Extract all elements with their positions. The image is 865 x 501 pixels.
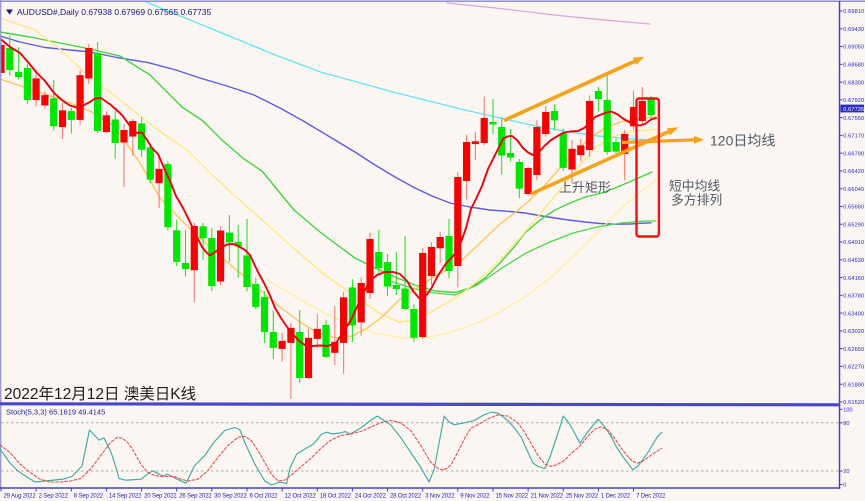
svg-text:上升矩形: 上升矩形: [559, 180, 611, 195]
svg-text:0.68680: 0.68680: [843, 63, 864, 69]
svg-text:0.64910: 0.64910: [843, 240, 864, 246]
svg-text:8 Sep 2022: 8 Sep 2022: [74, 494, 104, 500]
svg-text:0.69810: 0.69810: [843, 9, 864, 15]
svg-text:120日均线: 120日均线: [710, 133, 775, 149]
svg-text:0.66420: 0.66420: [843, 169, 864, 175]
svg-text:2 Sep 2022: 2 Sep 2022: [39, 494, 69, 500]
svg-text:0: 0: [843, 483, 846, 489]
svg-text:0.68300: 0.68300: [843, 80, 864, 86]
svg-text:80: 80: [843, 421, 849, 427]
svg-text:Stoch(5,3,3) 65.1619 49.4145: Stoch(5,3,3) 65.1619 49.4145: [6, 408, 105, 417]
svg-text:0.66040: 0.66040: [843, 187, 864, 193]
svg-text:14 Sep 2022: 14 Sep 2022: [109, 494, 142, 500]
svg-text:20: 20: [843, 469, 849, 475]
svg-text:0.62270: 0.62270: [843, 365, 864, 371]
svg-text:0.67550: 0.67550: [843, 116, 864, 122]
svg-text:0.67735: 0.67735: [843, 107, 864, 113]
svg-text:30 Sep 2022: 30 Sep 2022: [214, 494, 247, 500]
svg-text:0.62650: 0.62650: [843, 347, 864, 353]
svg-text:0.64530: 0.64530: [843, 258, 864, 264]
svg-text:21 Nov 2022: 21 Nov 2022: [531, 494, 564, 500]
svg-text:0.65660: 0.65660: [843, 205, 864, 211]
svg-text:0.63780: 0.63780: [843, 294, 864, 300]
svg-text:0.61890: 0.61890: [843, 382, 864, 388]
svg-text:0.61520: 0.61520: [843, 400, 864, 406]
svg-text:12 Oct 2022: 12 Oct 2022: [285, 494, 317, 500]
svg-text:0.64160: 0.64160: [843, 276, 864, 282]
svg-text:18 Oct 2022: 18 Oct 2022: [320, 494, 352, 500]
svg-text:短中均线: 短中均线: [669, 179, 720, 194]
svg-text:6 Oct 2022: 6 Oct 2022: [250, 494, 279, 500]
svg-text:26 Sep 2022: 26 Sep 2022: [179, 494, 212, 500]
svg-text:0.63400: 0.63400: [843, 311, 864, 317]
svg-text:3 Nov 2022: 3 Nov 2022: [425, 494, 455, 500]
svg-text:AUDUSD#,Daily 0.67938 0.67969: AUDUSD#,Daily 0.67938 0.67969 0.67565 0.…: [17, 7, 211, 17]
svg-text:1 Dec 2022: 1 Dec 2022: [601, 494, 631, 500]
svg-text:0.67170: 0.67170: [843, 134, 864, 140]
svg-text:15 Nov 2022: 15 Nov 2022: [496, 494, 529, 500]
svg-text:24 Oct 2022: 24 Oct 2022: [355, 494, 387, 500]
svg-text:0.63020: 0.63020: [843, 329, 864, 335]
svg-text:多方排列: 多方排列: [671, 192, 722, 207]
svg-text:25 Nov 2022: 25 Nov 2022: [566, 494, 599, 500]
svg-text:28 Oct 2022: 28 Oct 2022: [390, 494, 422, 500]
svg-text:0.65290: 0.65290: [843, 222, 864, 228]
svg-text:7 Dec 2022: 7 Dec 2022: [636, 494, 666, 500]
svg-text:0.66790: 0.66790: [843, 151, 864, 157]
svg-text:0.69050: 0.69050: [843, 45, 864, 51]
svg-text:20 Sep 2022: 20 Sep 2022: [144, 494, 177, 500]
svg-text:9 Nov 2022: 9 Nov 2022: [460, 494, 490, 500]
svg-text:2022年12月12日 澳美日K线: 2022年12月12日 澳美日K线: [4, 385, 196, 403]
svg-text:0.67920: 0.67920: [843, 98, 864, 104]
svg-text:0.69430: 0.69430: [843, 27, 864, 33]
svg-text:100: 100: [843, 408, 852, 414]
svg-text:29 Aug 2022: 29 Aug 2022: [4, 494, 37, 500]
